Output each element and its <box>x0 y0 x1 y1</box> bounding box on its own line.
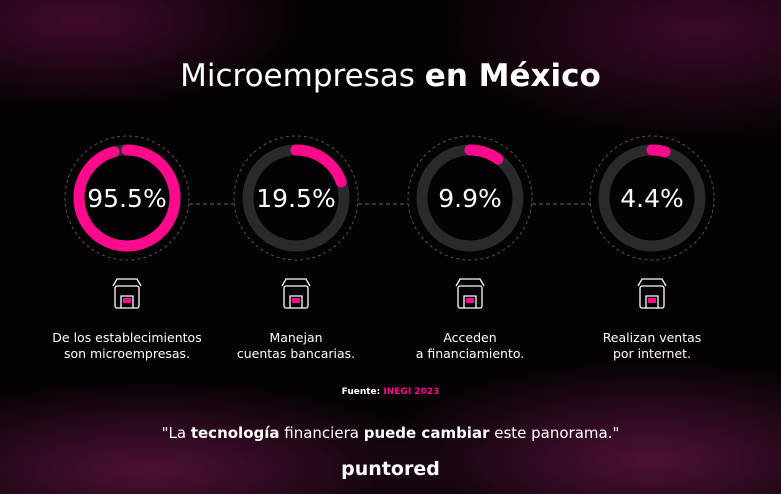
outer-ring <box>233 135 359 261</box>
description: cuentas bancarias. <box>236 346 356 361</box>
value-label: 19.5% <box>256 184 335 213</box>
icon-shape <box>114 285 140 309</box>
source: Fuente: INEGI 2023 <box>0 387 781 397</box>
icon-accent <box>648 298 656 303</box>
icon-shape <box>637 278 667 308</box>
icon-shape <box>639 285 665 309</box>
quote-part: tecnología <box>190 424 280 442</box>
icon-accent <box>466 298 474 303</box>
icon-shape <box>281 278 311 308</box>
icon <box>637 278 667 309</box>
source-label: Fuente: <box>341 387 384 397</box>
value-label: 4.4% <box>620 184 684 213</box>
description: Manejan <box>269 330 323 345</box>
description: a financiamiento. <box>415 346 525 361</box>
progress-arc <box>73 144 181 252</box>
source-name: INEGI 2023 <box>383 387 440 397</box>
quote-part: puede cambiar <box>363 424 490 442</box>
icon-accent <box>123 298 131 303</box>
icon-shape <box>112 278 142 308</box>
icon-accent <box>292 298 300 303</box>
logo: puntored <box>341 458 440 480</box>
icon <box>112 278 142 309</box>
quote-part: "La <box>161 424 191 442</box>
icon <box>281 278 311 309</box>
quote: "La tecnología financiera puede cambiar … <box>0 424 781 442</box>
value-label: 9.9% <box>438 184 502 213</box>
value-label: 95.5% <box>87 184 166 213</box>
outer-ring <box>589 135 715 261</box>
title-part: en México <box>424 58 601 94</box>
icon-shape <box>455 278 485 308</box>
quote-part: este panorama." <box>489 424 620 442</box>
description: por internet. <box>612 346 692 361</box>
icon <box>455 278 485 309</box>
outer-ring <box>407 135 533 261</box>
description: De los establecimientos <box>52 330 202 345</box>
quote-part: financiera <box>279 424 364 442</box>
progress-arc <box>242 144 350 252</box>
title: Microempresas en México <box>0 58 781 94</box>
icon-shape <box>457 285 483 309</box>
outer-ring <box>64 135 190 261</box>
description: Acceden <box>443 330 497 345</box>
description: Realizan ventas <box>602 330 702 345</box>
progress-arc <box>416 144 524 252</box>
title-part: Microempresas <box>180 58 425 94</box>
icon-shape <box>283 285 309 309</box>
progress-arc <box>598 144 706 252</box>
description: son microempresas. <box>63 346 191 361</box>
